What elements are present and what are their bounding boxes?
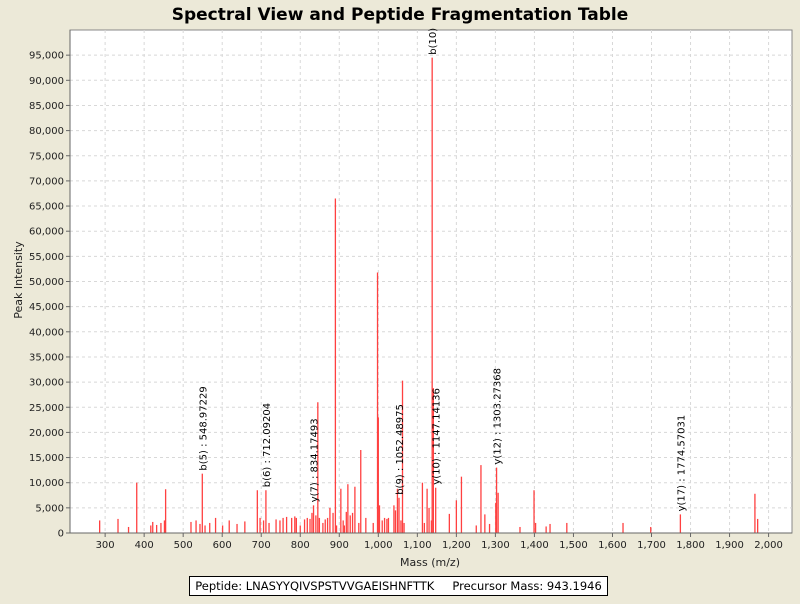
x-tick-label: 1,600 [598,540,627,551]
x-tick-label: 1,700 [637,540,666,551]
x-tick-label: 1,300 [481,540,510,551]
x-tick-label: 1,000 [364,540,393,551]
peak-annotation: b(9) : 1052.48975 [395,404,406,495]
x-tick-label: 500 [174,540,193,551]
y-tick-label: 10,000 [29,478,64,489]
peak-annotation: y(7) : 834.17493 [310,418,321,502]
x-tick-label: 600 [213,540,232,551]
x-tick-label: 1,400 [520,540,549,551]
y-tick-label: 20,000 [29,428,64,439]
y-tick-label: 5,000 [35,503,64,514]
peak-annotation: y(10) : 1147.14136 [432,388,443,485]
peak-annotation: b(6) : 712.09204 [262,403,273,487]
y-tick-label: 80,000 [29,126,64,137]
y-tick-label: 45,000 [29,302,64,313]
precursor-mass-label: Precursor Mass: [452,579,544,593]
grid-lines [70,30,792,533]
y-tick-label: 55,000 [29,252,64,263]
peak-annotation: y(17) : 1774.57031 [677,415,688,512]
y-tick-label: 40,000 [29,327,64,338]
precursor-mass-value: 943.1946 [546,579,602,593]
y-tick-label: 35,000 [29,352,64,363]
x-tick-label: 900 [330,540,349,551]
peptide-label: Peptide: [195,579,243,593]
peaks-layer [99,57,759,533]
x-tick-label: 1,200 [442,540,471,551]
y-tick-label: 65,000 [29,202,64,213]
y-tick-label: 70,000 [29,176,64,187]
peak-annotation: y(12) : 1303.27368 [493,368,504,465]
x-axis-label: Mass (m/z) [400,556,460,569]
y-tick-label: 95,000 [29,51,64,62]
x-tick-label: 800 [291,540,310,551]
x-tick-label: 1,800 [676,540,705,551]
axes: 300 400 500 600 700 800 900 1,000 1,100 1,200 1,30… [29,30,792,551]
x-tick-label: 1,900 [715,540,744,551]
y-tick-label: 25,000 [29,403,64,414]
peak-annotations: b(5) : 548.97229 b(6) : 712.09204 y(7) : 8… [198,28,687,512]
x-tick-label: 1,100 [403,540,432,551]
chart-title: Spectral View and Peptide Fragmentation … [172,5,629,25]
y-tick-label: 50,000 [29,277,64,288]
x-tick-label: 2,000 [754,540,783,551]
y-tick-label: 85,000 [29,101,64,112]
y-axis-label: Peak Intensity [12,241,25,319]
peak-annotation: b(10) [428,28,439,55]
peptide-sequence: LNASYYQIVSPSTVVGAEISHNFTTK [245,579,435,593]
x-tick-label: 1,500 [559,540,588,551]
y-tick-label: 30,000 [29,378,64,389]
y-tick-label: 75,000 [29,151,64,162]
peptide-info-box: Peptide: LNASYYQIVSPSTVVGAEISHNFTTK Precu… [189,576,608,596]
y-tick-label: 0 [58,529,64,540]
y-tick-label: 15,000 [29,453,64,464]
peak-annotation: b(5) : 548.97229 [198,386,209,470]
x-tick-label: 400 [135,540,154,551]
y-tick-label: 90,000 [29,76,64,87]
y-tick-label: 60,000 [29,227,64,238]
x-tick-label: 700 [252,540,271,551]
x-tick-label: 300 [96,540,115,551]
